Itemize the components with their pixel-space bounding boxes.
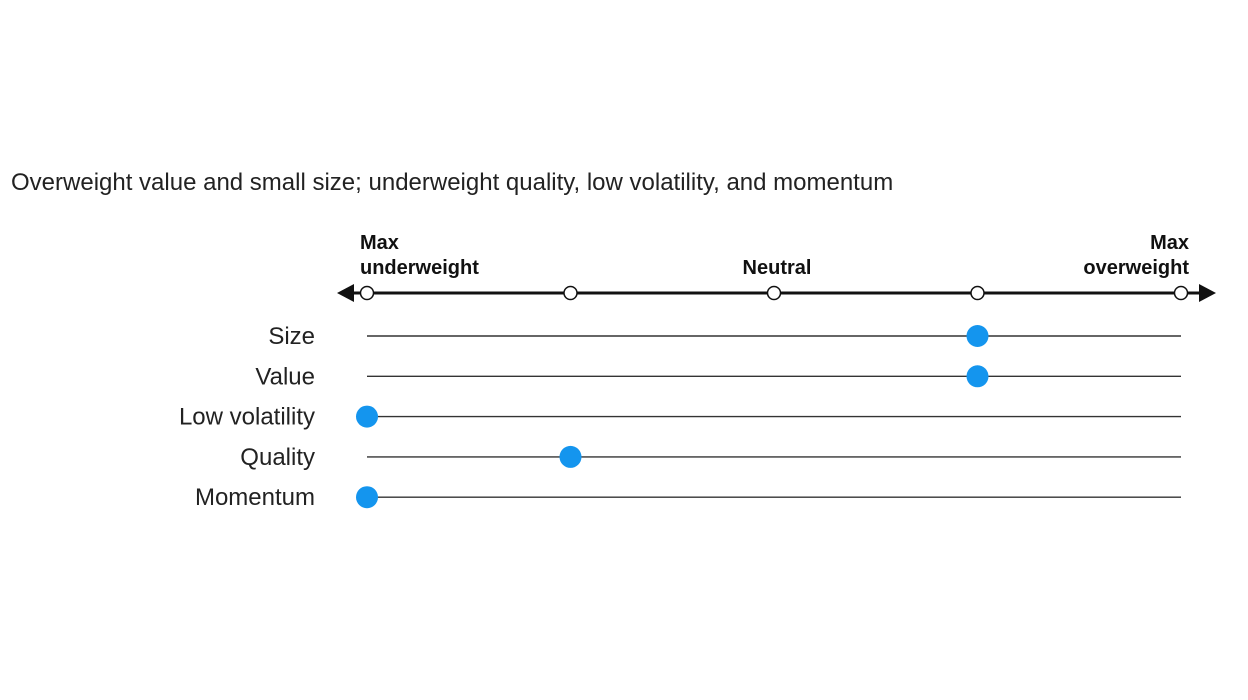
arrow-left-icon <box>337 284 354 302</box>
factor-rows: Size Value Low volatility Quality Momentum <box>179 323 1181 511</box>
scale-label: underweight <box>360 257 479 279</box>
scale-label: Max <box>360 232 399 254</box>
factor-label: Low volatility <box>179 404 315 431</box>
factor-position-marker <box>966 365 989 388</box>
factor-row: Value <box>255 363 1181 390</box>
scale-label: overweight <box>1083 257 1189 279</box>
factor-label: Size <box>268 323 315 350</box>
factor-position-marker <box>559 445 582 468</box>
factor-position-marker <box>356 405 378 428</box>
scale-label: Max <box>1150 232 1189 254</box>
scale-tick-marker <box>1173 285 1189 301</box>
scale-label: Neutral <box>743 257 812 279</box>
factor-row: Momentum <box>195 484 1181 511</box>
factor-position-marker <box>356 486 378 509</box>
factor-position-marker <box>966 325 989 347</box>
factor-row: Low volatility <box>179 404 1181 431</box>
scale-tick-marker <box>970 285 985 301</box>
factor-label: Quality <box>240 444 315 471</box>
factor-row: Size <box>268 323 1181 350</box>
scale-axis <box>337 284 1216 302</box>
factor-row: Quality <box>240 444 1181 471</box>
scale-labels: Max underweight Neutral Max overweight <box>360 232 1189 279</box>
arrow-right-icon <box>1199 284 1216 302</box>
factor-label: Momentum <box>195 484 315 511</box>
chart-subtitle: Overweight value and small size; underwe… <box>11 169 893 196</box>
scale-tick-marker <box>563 285 578 301</box>
factor-label: Value <box>255 363 315 390</box>
scale-tick-marker <box>766 285 782 301</box>
scale-tick-marker <box>359 285 375 301</box>
